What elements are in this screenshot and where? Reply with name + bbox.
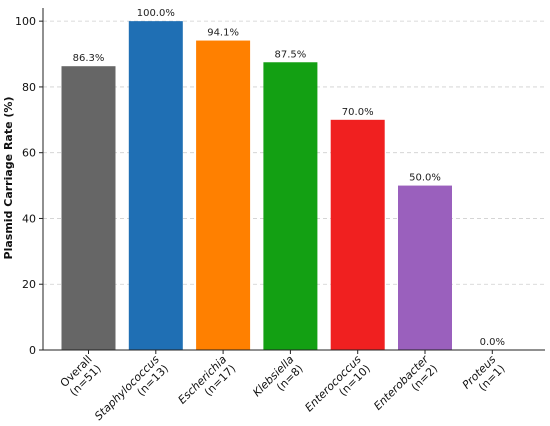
bar-value-label: 70.0% [342,107,374,118]
bar [330,119,385,350]
bars [61,21,452,351]
x-tick-label: Escherichia(n=17) [176,353,239,407]
y-tick-label: 60 [22,147,36,160]
x-tick-label: Enterococcus(n=10) [302,353,373,415]
bar [196,40,251,350]
bar-value-label: 86.3% [73,53,105,64]
y-tick-label: 80 [22,81,36,94]
x-tick-label: Klebsiella(n=8) [250,353,305,399]
bar [398,185,452,350]
bar [263,62,318,351]
y-axis-title: Plasmid Carriage Rate (%) [2,97,15,260]
bar-value-label: 87.5% [275,49,307,60]
x-tick-label: Enterobacter(n=2) [371,352,440,413]
bar [128,21,183,351]
x-tick-label: Proteus(n=1) [460,353,508,394]
bar-value-label: 94.1% [207,28,239,39]
x-tick-label: Staphylococcus(n=13) [92,353,171,423]
axes [39,8,545,354]
x-tick-label: Overall(n=51) [58,353,104,399]
y-tick-label: 0 [29,344,36,357]
bar-value-label: 100.0% [137,8,175,19]
y-tick-label: 40 [22,212,36,225]
y-tick-label: 20 [22,278,36,291]
bar [61,66,116,350]
bar-value-label: 50.0% [409,173,441,184]
y-tick-label: 100 [15,15,36,28]
bar-value-label: 0.0% [480,337,505,348]
